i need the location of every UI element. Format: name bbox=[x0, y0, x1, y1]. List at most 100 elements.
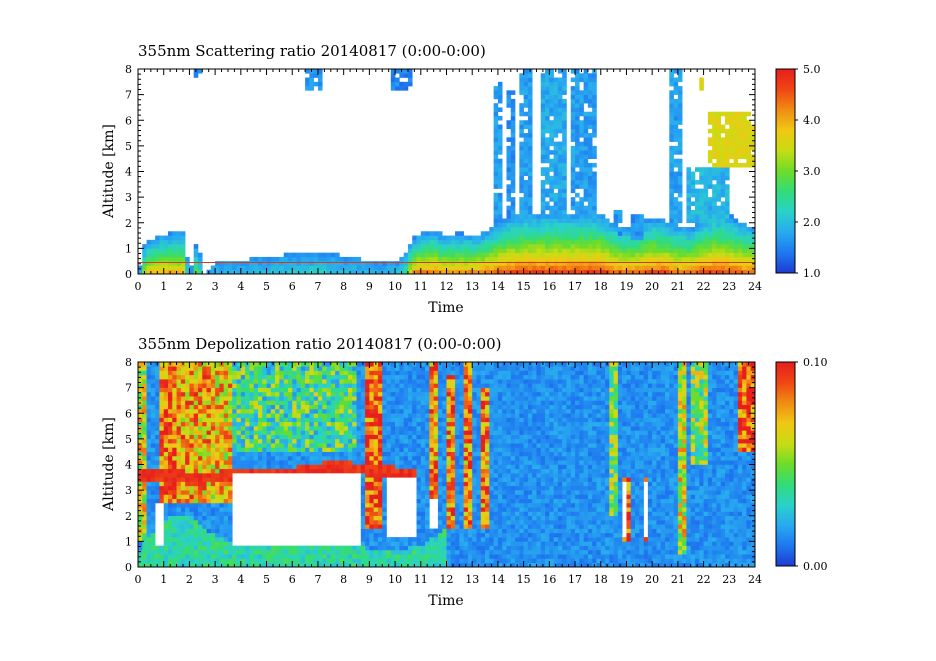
heatmap-cell bbox=[652, 218, 657, 224]
heatmap-cell bbox=[729, 265, 734, 271]
heatmap-cell bbox=[176, 481, 182, 487]
heatmap-cell bbox=[562, 103, 567, 108]
heatmap-cell bbox=[377, 455, 383, 461]
heatmap-cell bbox=[330, 554, 336, 559]
heatmap-cell bbox=[665, 239, 670, 245]
heatmap-cell bbox=[172, 421, 177, 427]
heatmap-cell bbox=[176, 490, 182, 495]
heatmap-cell bbox=[617, 214, 623, 219]
heatmap-cell bbox=[155, 248, 160, 253]
heatmap-cell bbox=[493, 94, 499, 100]
heatmap-cell bbox=[575, 184, 580, 189]
heatmap-cell bbox=[442, 269, 447, 275]
heatmap-cell bbox=[643, 227, 649, 232]
heatmap-cell bbox=[570, 90, 576, 95]
heatmap-cell bbox=[549, 184, 554, 189]
heatmap-cell bbox=[493, 111, 499, 117]
heatmap-cell bbox=[150, 494, 156, 499]
heatmap-cell bbox=[395, 438, 400, 444]
heatmap-cell bbox=[540, 248, 546, 253]
heatmap-cell bbox=[579, 103, 584, 108]
heatmap-cell bbox=[146, 265, 152, 271]
heatmap-cell bbox=[635, 256, 640, 262]
heatmap-cell bbox=[737, 252, 743, 258]
heatmap-cell bbox=[527, 244, 533, 249]
heatmap-cell bbox=[185, 468, 190, 474]
heatmap-cell bbox=[317, 558, 323, 564]
heatmap-cell bbox=[365, 421, 370, 427]
heatmap-cell bbox=[138, 447, 143, 452]
heatmap-cell bbox=[219, 502, 224, 508]
heatmap-cell bbox=[592, 94, 597, 100]
heatmap-cell bbox=[532, 227, 537, 232]
heatmap-cell bbox=[617, 261, 623, 266]
heatmap-cell bbox=[347, 387, 353, 393]
heatmap-cell bbox=[545, 218, 550, 224]
heatmap-cell bbox=[365, 396, 370, 401]
heatmap-cell bbox=[583, 98, 589, 104]
heatmap-cell bbox=[193, 541, 199, 546]
heatmap-cell bbox=[652, 269, 657, 275]
heatmap-cell bbox=[356, 443, 362, 448]
heatmap-cell bbox=[506, 214, 512, 219]
heatmap-cell bbox=[146, 502, 152, 508]
heatmap-cell bbox=[309, 379, 314, 384]
heatmap-cell bbox=[695, 205, 700, 211]
heatmap-cell bbox=[493, 107, 499, 113]
heatmap-cell bbox=[699, 192, 704, 198]
heatmap-cell bbox=[592, 124, 597, 130]
x-tick-label: 22 bbox=[697, 280, 711, 293]
heatmap-cell bbox=[540, 188, 546, 194]
heatmap-cell bbox=[300, 447, 306, 452]
heatmap-cell bbox=[545, 231, 550, 236]
heatmap-cell bbox=[219, 434, 224, 440]
heatmap-cell bbox=[592, 244, 597, 249]
heatmap-cell bbox=[562, 269, 567, 275]
heatmap-cell bbox=[613, 231, 619, 236]
heatmap-cell bbox=[240, 391, 246, 397]
heatmap-cell bbox=[656, 244, 662, 249]
heatmap-cell bbox=[309, 265, 314, 271]
heatmap-cell bbox=[485, 239, 490, 245]
heatmap-cell bbox=[613, 239, 619, 245]
heatmap-cell bbox=[635, 269, 640, 275]
heatmap-cell bbox=[587, 77, 593, 83]
heatmap-cell bbox=[275, 464, 280, 470]
heatmap-cell bbox=[215, 468, 220, 474]
heatmap-cell bbox=[703, 256, 709, 262]
heatmap-cell bbox=[249, 366, 254, 371]
heatmap-cell bbox=[365, 549, 370, 555]
heatmap-cell bbox=[455, 261, 460, 266]
heatmap-cell bbox=[142, 374, 147, 380]
heatmap-cell bbox=[369, 269, 374, 275]
heatmap-cell bbox=[287, 269, 293, 275]
heatmap-cell bbox=[292, 362, 297, 367]
heatmap-cell bbox=[279, 464, 284, 470]
heatmap-cell bbox=[322, 421, 327, 427]
heatmap-cell bbox=[236, 366, 242, 371]
heatmap-cell bbox=[497, 167, 503, 172]
heatmap-cell bbox=[305, 366, 310, 371]
heatmap-cell bbox=[283, 447, 289, 452]
heatmap-cell bbox=[262, 408, 267, 414]
heatmap-cell bbox=[639, 214, 644, 219]
heatmap-cell bbox=[386, 400, 392, 406]
heatmap-cell bbox=[673, 90, 679, 95]
heatmap-cell bbox=[399, 460, 404, 465]
heatmap-cell bbox=[292, 396, 297, 401]
heatmap-cell bbox=[313, 460, 319, 465]
heatmap-cell bbox=[138, 438, 143, 444]
heatmap-cell bbox=[150, 261, 156, 266]
heatmap-cell bbox=[737, 115, 743, 121]
heatmap-cell bbox=[266, 558, 272, 564]
heatmap-cell bbox=[356, 434, 362, 440]
heatmap-cell bbox=[172, 256, 177, 262]
heatmap-cell bbox=[356, 408, 362, 414]
heatmap-cell bbox=[326, 362, 332, 367]
heatmap-cell bbox=[733, 252, 739, 258]
heatmap-cell bbox=[189, 366, 194, 371]
heatmap-cell bbox=[155, 468, 160, 474]
heatmap-cell bbox=[309, 455, 314, 461]
heatmap-cell bbox=[493, 180, 499, 185]
heatmap-cell bbox=[172, 537, 177, 542]
